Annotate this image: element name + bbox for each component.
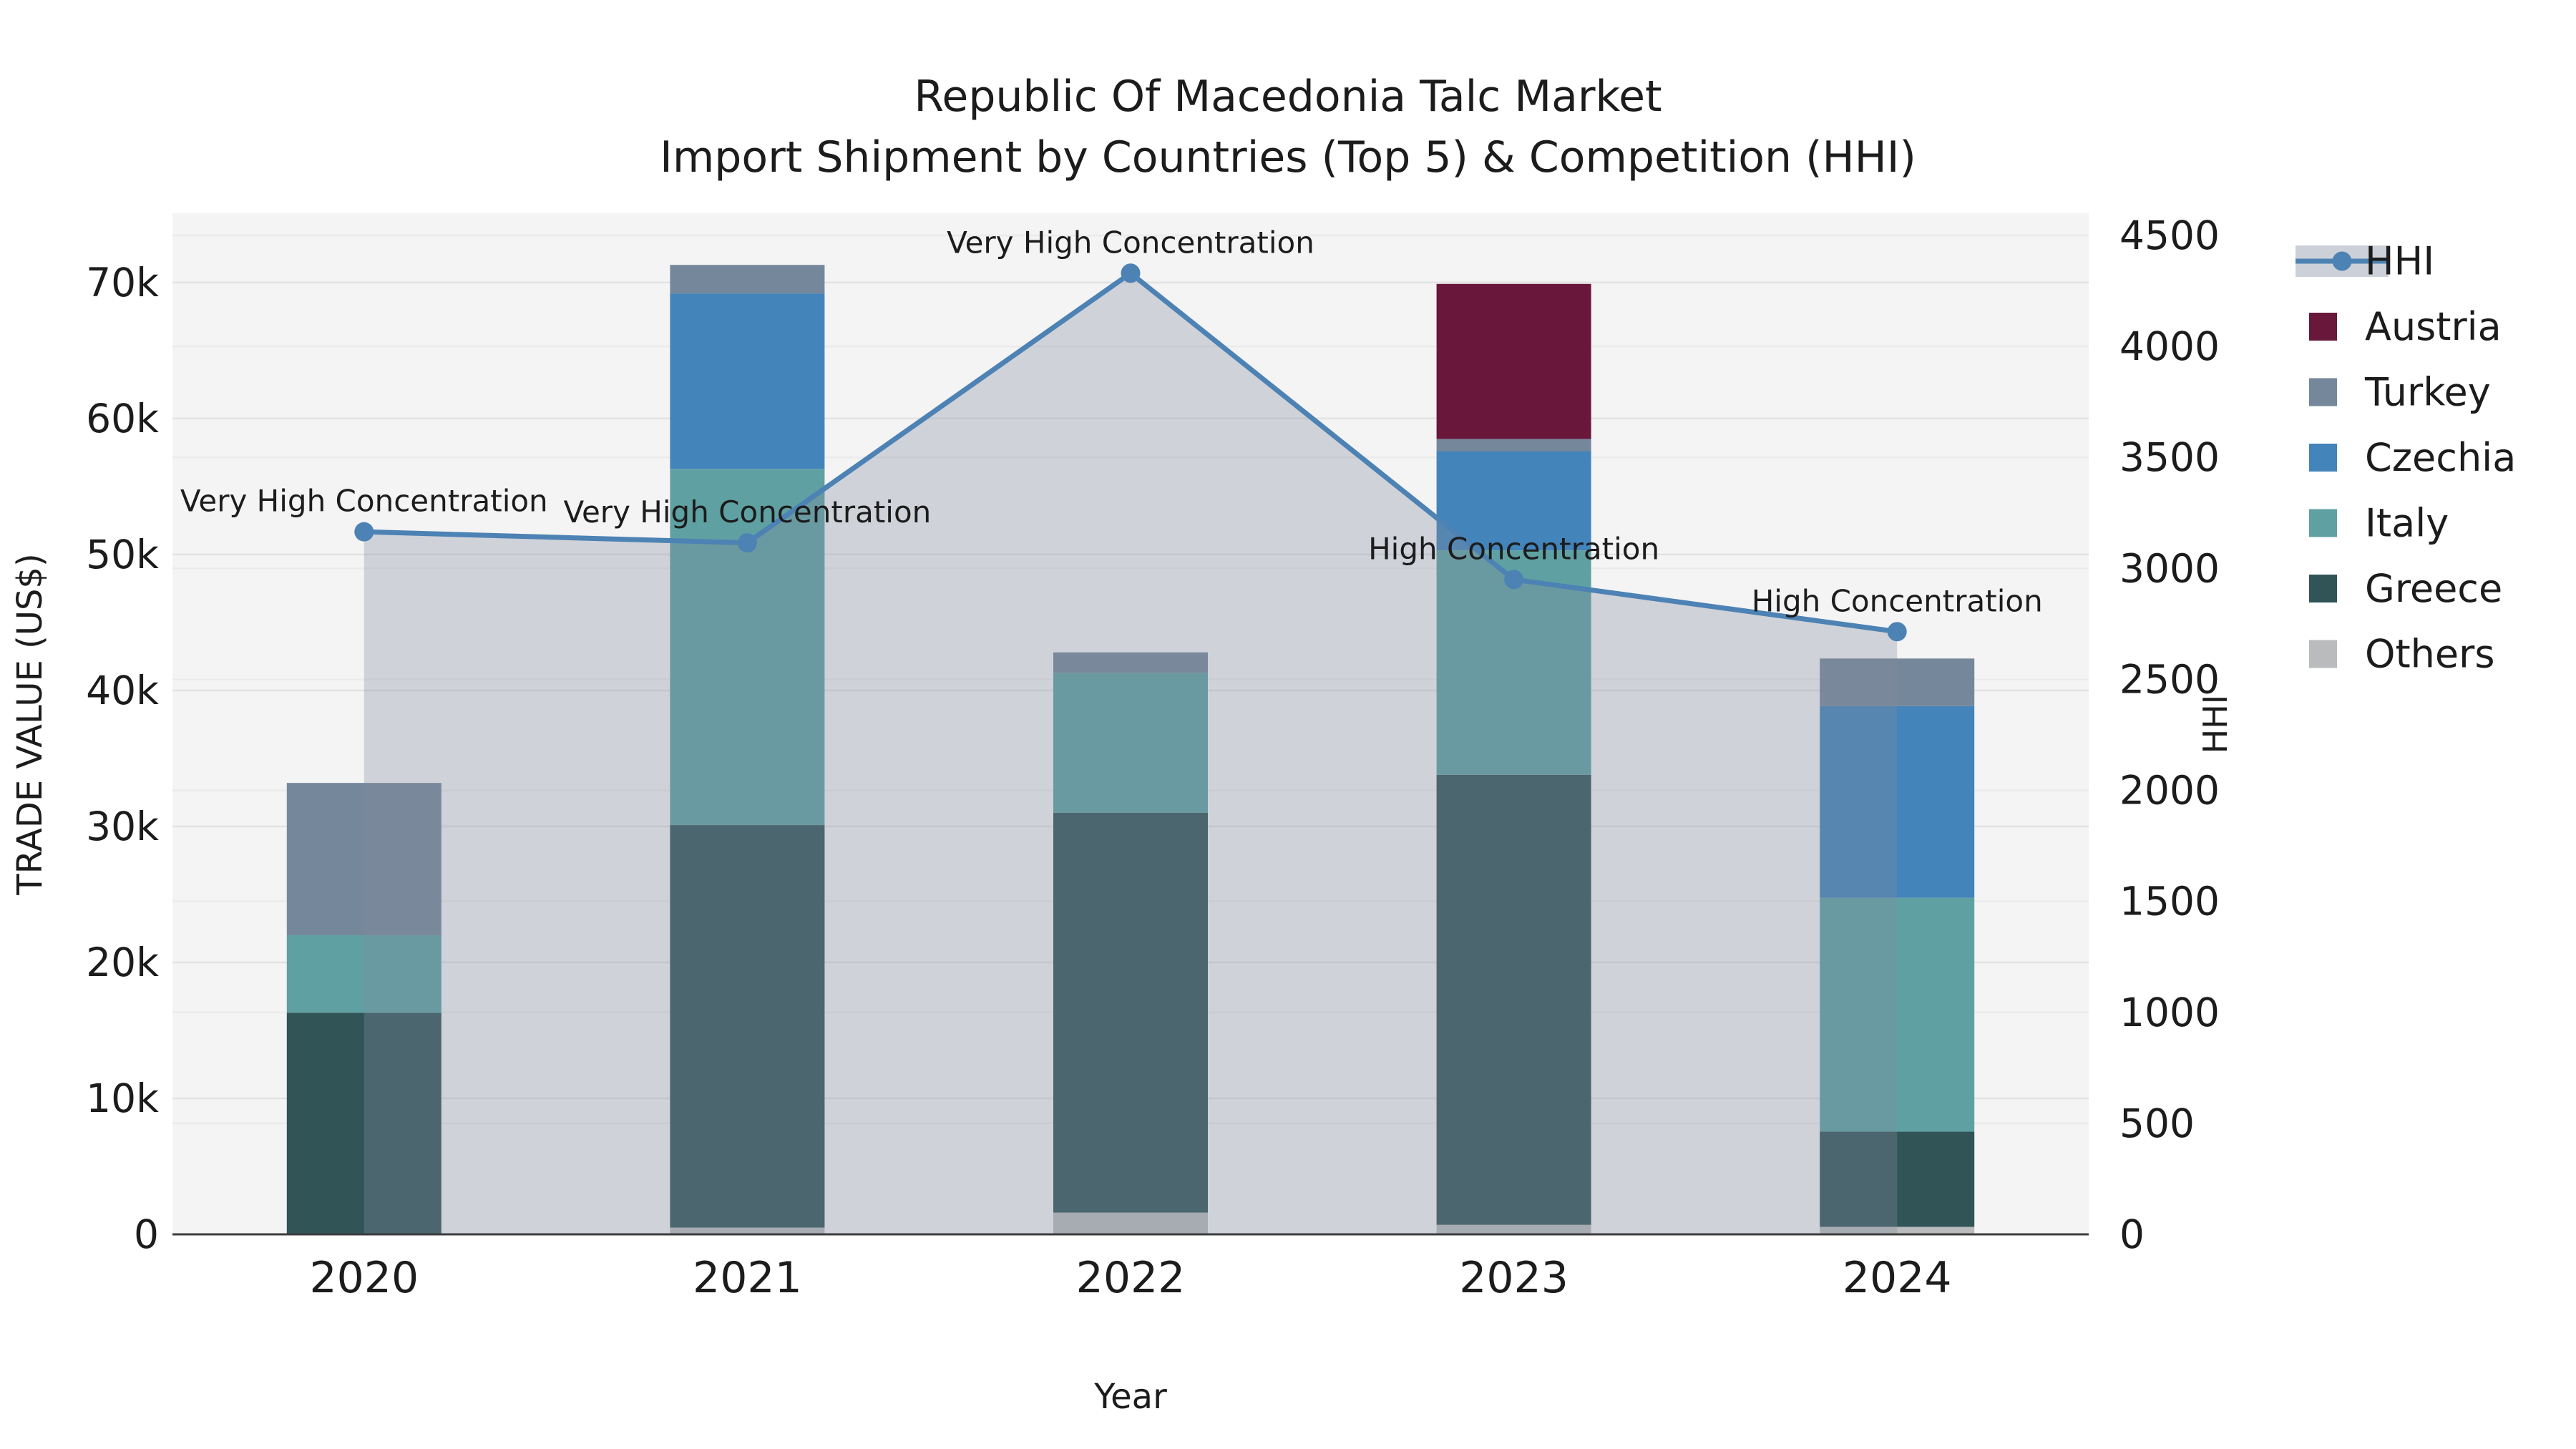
bar-segment-2023-austria — [1436, 283, 1591, 439]
hhi-marker-2023 — [1504, 570, 1524, 590]
bar-segment-2023-czechia — [1436, 451, 1591, 551]
annotation-2020: Very High Concentration — [180, 484, 548, 519]
hhi-marker-2024 — [1887, 622, 1907, 642]
hhi-area-layer — [364, 273, 1898, 1235]
y-tick-left-30k: 30k — [86, 804, 159, 849]
y-tick-left-60k: 60k — [86, 396, 159, 441]
y-tick-right-4000: 4000 — [2119, 323, 2220, 369]
bar-segment-2023-others — [1436, 1224, 1591, 1234]
legend-swatch-turkey — [2309, 378, 2337, 406]
y-axis-title-right: HHI — [2196, 695, 2235, 754]
annotation-layer: Very High Concentration Very High Concent… — [180, 225, 2043, 618]
legend-swatch-italy — [2309, 509, 2337, 537]
legend-item-greece: Greece — [2309, 566, 2502, 611]
bar-segment-2024-turkey — [1820, 658, 1975, 706]
bar-segment-2022-greece — [1053, 812, 1208, 1213]
bar-segment-2024-italy — [1820, 897, 1975, 1132]
y-tick-right-2500: 2500 — [2119, 656, 2220, 702]
annotation-2022: Very High Concentration — [947, 225, 1314, 260]
legend-label-turkey: Turkey — [2364, 370, 2491, 415]
annotation-2021: Very High Concentration — [564, 494, 932, 530]
legend-label-czechia: Czechia — [2365, 435, 2516, 480]
y-tick-right-0: 0 — [2119, 1211, 2145, 1257]
bar-segment-2024-greece — [1820, 1131, 1975, 1227]
bar-segment-2022-italy — [1053, 673, 1208, 813]
y-tick-left-10k: 10k — [86, 1075, 159, 1121]
legend-label-italy: Italy — [2365, 501, 2449, 546]
bar-segment-2021-greece — [670, 825, 825, 1228]
bar-segment-2020-italy — [286, 935, 441, 1013]
hhi-area-fill — [364, 273, 1898, 1235]
legend-item-czechia: Czechia — [2309, 435, 2516, 480]
annotation-2023: High Concentration — [1368, 531, 1659, 566]
x-tick-2024: 2024 — [1843, 1253, 1952, 1303]
bar-segment-2024-czechia — [1820, 706, 1975, 898]
bar-segment-2022-turkey — [1053, 652, 1208, 673]
legend-label-hhi: HHI — [2365, 239, 2434, 284]
legend-swatch-austria — [2309, 313, 2337, 341]
bar-segment-2021-czechia — [670, 293, 825, 469]
chart-title-line2: Import Shipment by Countries (Top 5) & C… — [660, 132, 1916, 182]
y-tick-left-0: 0 — [134, 1211, 159, 1257]
stacked-bars-layer — [286, 265, 1975, 1234]
y-tick-right-3500: 3500 — [2119, 434, 2220, 480]
axis-layer: 0 10k 20k 30k 40k 50k 60k 70k 0 500 1000 1500 2000 25… — [86, 213, 2220, 1303]
legend-label-austria: Austria — [2365, 304, 2502, 349]
y-tick-right-1000: 1000 — [2119, 990, 2220, 1035]
bar-segment-2020-turkey — [286, 783, 441, 935]
x-axis-title: Year — [1093, 1377, 1167, 1417]
hhi-marker-2020 — [354, 522, 374, 542]
legend-swatch-greece — [2309, 575, 2337, 602]
bar-segment-2023-turkey — [1436, 439, 1591, 452]
hhi-line-layer — [354, 263, 1907, 642]
legend: HHI Austria Turkey Czechia Italy Greece Others — [2296, 239, 2516, 677]
legend-item-austria: Austria — [2309, 304, 2502, 349]
y-tick-right-2000: 2000 — [2119, 768, 2220, 814]
y-tick-right-4500: 4500 — [2119, 213, 2220, 258]
y-tick-left-20k: 20k — [86, 940, 159, 985]
y-tick-left-40k: 40k — [86, 668, 159, 713]
x-tick-2023: 2023 — [1459, 1253, 1568, 1303]
legend-swatch-others — [2309, 640, 2337, 668]
bar-segment-2022-others — [1053, 1212, 1208, 1234]
legend-item-turkey: Turkey — [2309, 370, 2491, 415]
legend-item-hhi: HHI — [2296, 239, 2434, 284]
legend-swatch-czechia — [2309, 444, 2337, 472]
legend-item-italy: Italy — [2309, 501, 2449, 546]
y-tick-right-500: 500 — [2119, 1101, 2195, 1146]
y-tick-left-70k: 70k — [86, 260, 159, 306]
y-tick-right-3000: 3000 — [2119, 545, 2220, 591]
bar-segment-2021-others — [670, 1227, 825, 1234]
y-tick-right-1500: 1500 — [2119, 879, 2220, 924]
annotation-2024: High Concentration — [1752, 583, 2043, 618]
bar-segment-2024-others — [1820, 1226, 1975, 1234]
bar-segment-2021-italy — [670, 469, 825, 826]
legend-hhi-marker-swatch — [2332, 251, 2352, 271]
hhi-marker-2021 — [737, 533, 757, 553]
y-tick-left-50k: 50k — [86, 532, 159, 577]
hhi-marker-2022 — [1121, 263, 1141, 283]
legend-item-others: Others — [2309, 632, 2494, 677]
bar-segment-2021-turkey — [670, 265, 825, 294]
chart-title-line1: Republic Of Macedonia Talc Market — [914, 72, 1662, 122]
x-tick-2021: 2021 — [693, 1253, 802, 1303]
bar-segment-2023-greece — [1436, 774, 1591, 1225]
x-tick-2022: 2022 — [1076, 1253, 1186, 1303]
bar-segment-2020-greece — [286, 1013, 441, 1234]
legend-label-greece: Greece — [2365, 566, 2502, 611]
legend-label-others: Others — [2365, 632, 2494, 677]
x-tick-2020: 2020 — [309, 1253, 419, 1303]
y-axis-title-left: TRADE VALUE (US$) — [10, 553, 50, 895]
